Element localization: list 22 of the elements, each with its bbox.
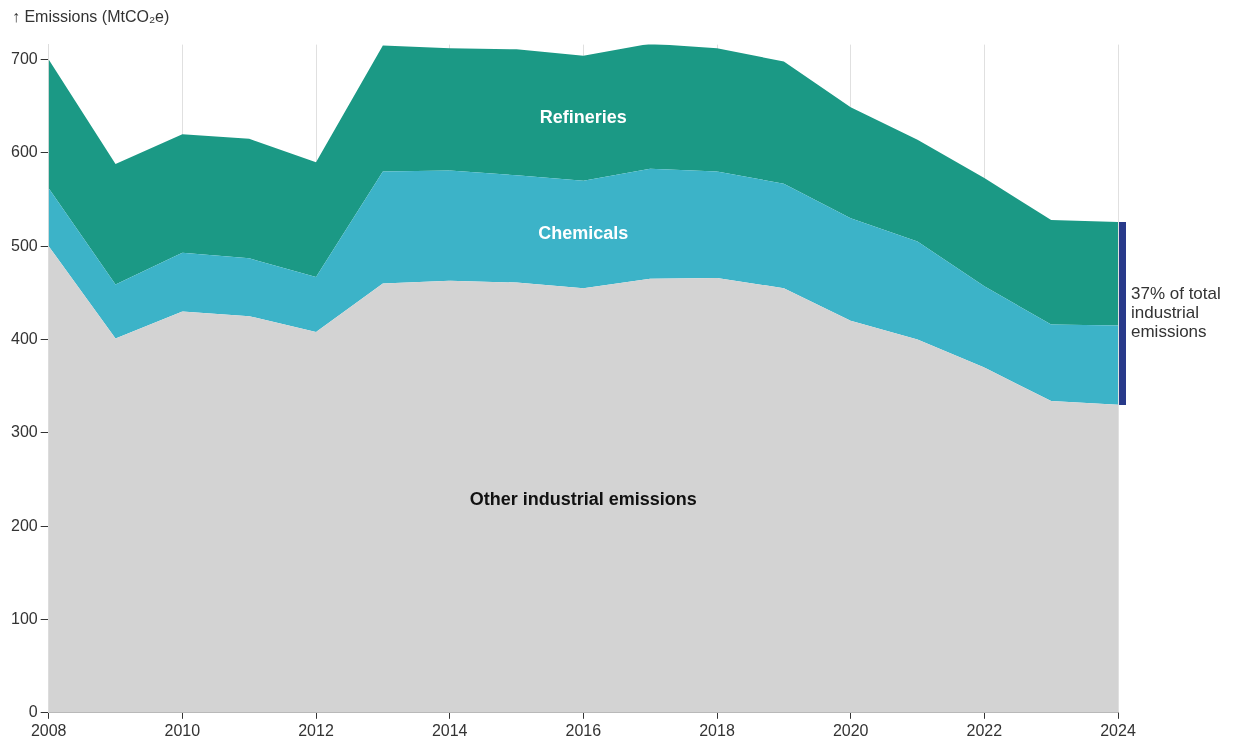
y-axis-title: ↑ Emissions (MtCO₂e) xyxy=(11,8,171,27)
y-tick-label: 700 xyxy=(10,49,38,67)
series-label: Other industrial emissions xyxy=(469,489,697,510)
annotation: 37% of total industrial emissions xyxy=(1131,284,1221,342)
x-tick-label: 2014 xyxy=(431,721,468,739)
y-tick-label: 200 xyxy=(10,516,38,534)
x-tick-label: 2008 xyxy=(30,721,67,739)
series-label: Chemicals xyxy=(538,223,629,244)
x-tick-label: 2022 xyxy=(966,721,1003,739)
y-tick-label: 300 xyxy=(10,423,38,441)
x-tick-label: 2020 xyxy=(832,721,869,739)
y-tick-label: 0 xyxy=(28,703,38,721)
x-tick-label: 2016 xyxy=(565,721,602,739)
y-tick-label: 500 xyxy=(10,236,38,254)
y-tick-label: 400 xyxy=(10,329,38,347)
x-tick-label: 2012 xyxy=(298,721,334,739)
x-tick-label: 2024 xyxy=(1100,721,1136,739)
x-tick-label: 2010 xyxy=(164,721,201,739)
y-tick-label: 600 xyxy=(10,143,38,161)
y-tick-label: 100 xyxy=(10,609,38,627)
series-label: Refineries xyxy=(539,107,627,128)
x-tick-label: 2018 xyxy=(699,721,735,739)
